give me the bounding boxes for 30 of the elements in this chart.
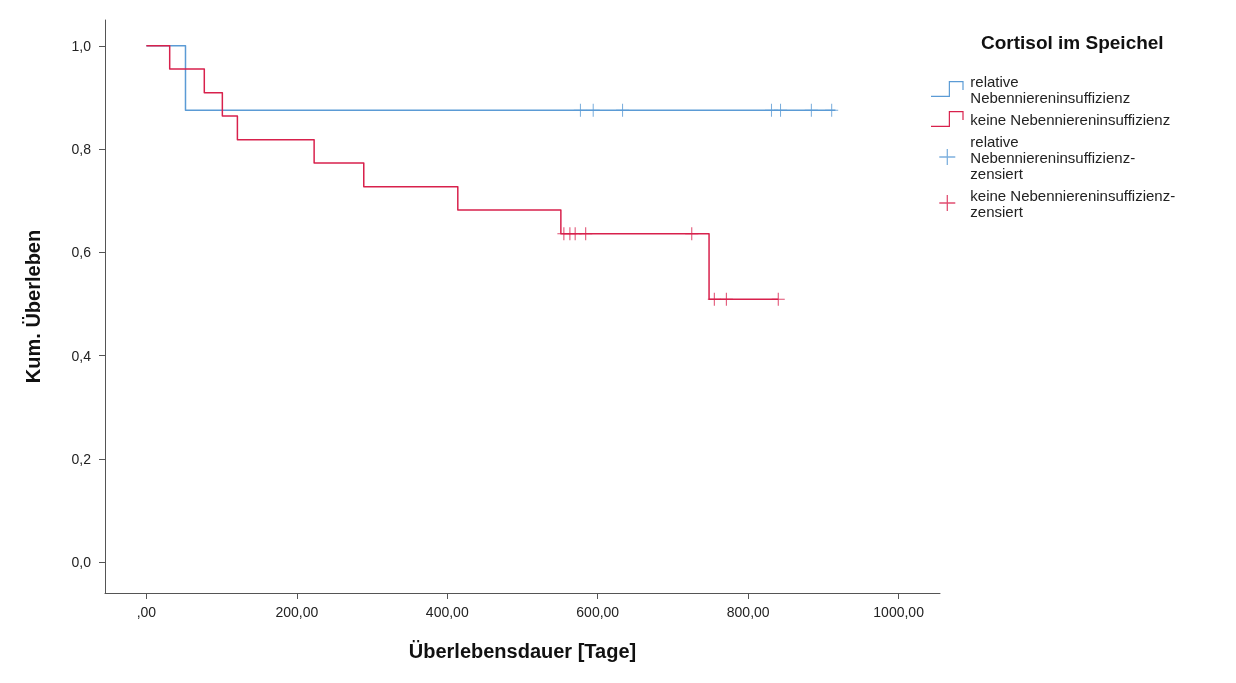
y-axis-title: Kum. Überleben: [22, 229, 44, 384]
point: [573, 103, 587, 117]
y-tick-label: 0,0: [71, 554, 92, 571]
point: [579, 227, 593, 241]
y-tick-label: 0,2: [71, 450, 92, 467]
point: [707, 292, 721, 306]
x-tick-label: 600,00: [576, 604, 620, 620]
x-tick-label: 400,00: [425, 604, 469, 620]
x-tick-label: ,00: [136, 604, 157, 620]
x-axis-title: Überlebensdauer [Tage]: [408, 640, 637, 662]
point: [586, 103, 600, 117]
x-tick-label: 200,00: [275, 604, 319, 620]
point: [685, 227, 699, 241]
legend-label: relative Nebenniereninsuffizienz: [970, 72, 1131, 106]
point: [719, 292, 733, 306]
point: [616, 103, 630, 117]
legend-title: Cortisol im Speichel: [981, 32, 1164, 53]
legend-label: relative Nebenniereninsuffizienz-zensiert: [970, 132, 1136, 182]
y-tick-label: 0,6: [71, 244, 92, 261]
y-tick-label: 0,4: [71, 347, 92, 364]
point: [825, 103, 839, 117]
x-tick-label: 1000,00: [873, 604, 925, 620]
y-tick-label: 0,8: [71, 141, 92, 158]
y-tick-label: 1,0: [71, 37, 92, 54]
legend-label: keine Nebenniereninsuffizienz: [970, 110, 1171, 128]
point: [804, 103, 818, 117]
x-tick-label: 800,00: [726, 604, 770, 620]
point: [774, 103, 788, 117]
legend-label: keine Nebenniereninsuffizienz-zensiert: [970, 186, 1176, 220]
point: [771, 292, 785, 306]
